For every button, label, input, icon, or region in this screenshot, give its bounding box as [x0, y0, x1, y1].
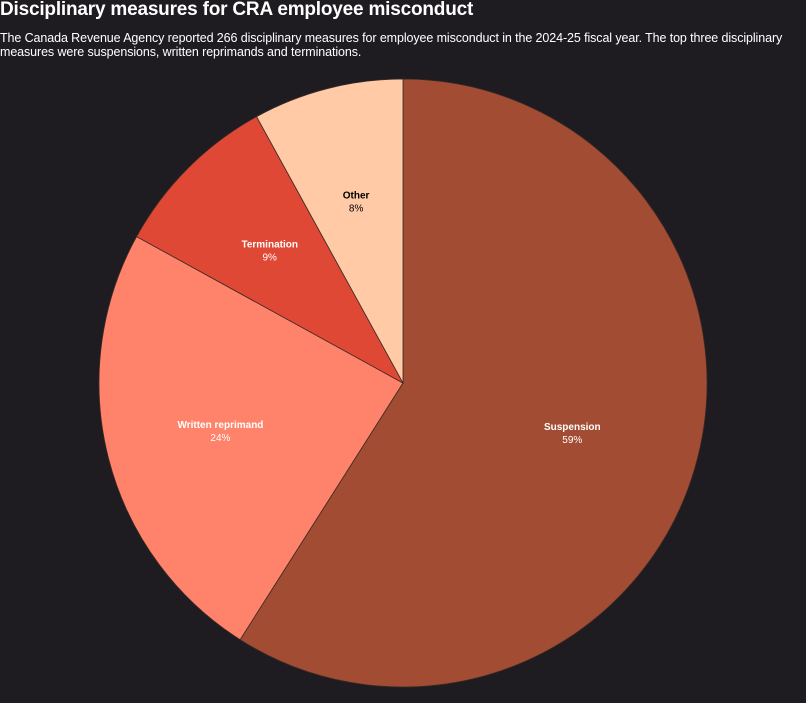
pie-slice-termination[interactable]: [136, 116, 405, 385]
pie-slice-written-reprimand[interactable]: [98, 236, 404, 641]
pie-slice-suspension[interactable]: [239, 78, 708, 688]
slice-value-termination: 9%: [262, 253, 277, 264]
slice-value-written-reprimand: 24%: [210, 433, 230, 444]
slice-label-other: Other: [343, 190, 370, 201]
chart-title: Disciplinary measures for CRA employee m…: [0, 0, 474, 20]
slice-label-suspension: Suspension: [544, 422, 601, 433]
slice-label-written-reprimand: Written reprimand: [177, 420, 263, 431]
pie-slice-other[interactable]: [256, 78, 404, 384]
slice-label-termination: Termination: [241, 240, 297, 251]
chart-subtitle: The Canada Revenue Agency reported 266 d…: [0, 31, 783, 59]
slice-value-suspension: 59%: [562, 435, 582, 446]
slice-value-other: 8%: [349, 203, 364, 214]
